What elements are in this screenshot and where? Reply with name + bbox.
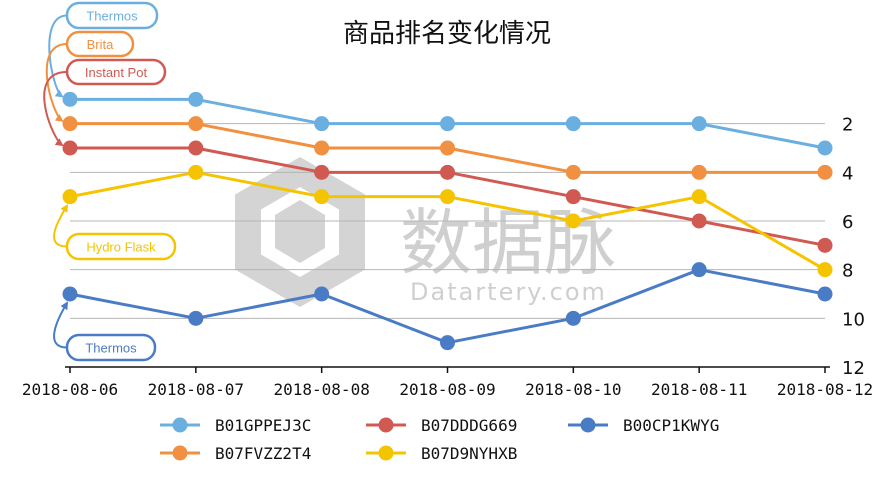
y-tick-label: 4: [842, 163, 853, 184]
annotation-arrow: [48, 14, 68, 98]
data-point: [565, 213, 581, 229]
data-point: [62, 189, 78, 205]
series-B07D9NYHXB: [62, 164, 833, 278]
watermark-logo-icon: [235, 156, 365, 308]
annotation-arrow: [45, 43, 68, 122]
data-point: [188, 140, 204, 156]
data-point: [817, 237, 833, 253]
data-point: [314, 164, 330, 180]
legend-label: B00CP1KWYG: [623, 416, 719, 435]
annotation-label: Instant Pot: [85, 65, 148, 80]
y-tick-label: 6: [842, 212, 853, 233]
data-point: [817, 262, 833, 278]
data-point: [565, 116, 581, 132]
data-point: [62, 140, 78, 156]
y-tick-label: 10: [842, 309, 865, 330]
x-tick-label: 2018-08-09: [399, 380, 495, 399]
data-point: [188, 91, 204, 107]
data-point: [440, 116, 455, 132]
x-tick-label: 2018-08-06: [22, 380, 118, 399]
data-point: [817, 164, 833, 180]
series-B01GPPEJ3C: [62, 91, 833, 156]
data-point: [440, 140, 455, 156]
legend-marker: [172, 417, 188, 433]
legend-item: B07D9NYHXB: [366, 444, 517, 463]
legend-marker: [378, 445, 394, 461]
data-point: [817, 140, 833, 156]
legend-item: B00CP1KWYG: [568, 416, 719, 435]
annotation-thermos: Thermos: [53, 301, 157, 362]
data-point: [817, 286, 833, 302]
data-point: [691, 116, 707, 132]
annotation-arrow: [53, 203, 69, 248]
data-point: [691, 262, 707, 278]
data-point: [565, 189, 581, 205]
data-point: [440, 189, 455, 205]
y-tick-label: 8: [842, 261, 853, 282]
series-B07FVZZ2T4: [62, 116, 833, 180]
x-axis: 2018-08-06 2018-08-07 2018-08-08 2018-08-09…: [22, 366, 873, 399]
legend-label: B01GPPEJ3C: [215, 416, 311, 435]
legend-item: B01GPPEJ3C: [160, 416, 311, 435]
annotation-instant-pot: Instant Pot: [43, 58, 167, 147]
annotation-arrow: [53, 301, 69, 349]
x-tick-label: 2018-08-08: [274, 380, 370, 399]
annotation-thermos: Thermos: [48, 1, 159, 98]
data-point: [440, 164, 455, 180]
data-point: [62, 116, 78, 132]
watermark-logo-core-icon: [275, 200, 325, 263]
x-tick-label: 2018-08-11: [651, 380, 747, 399]
annotation-hydro-flask: Hydro Flask: [53, 203, 177, 261]
annotation-label: Thermos: [85, 341, 137, 356]
data-point: [188, 116, 204, 132]
annotation-arrow: [43, 71, 68, 147]
data-point: [314, 116, 330, 132]
annotation-label: Hydro Flask: [86, 240, 156, 255]
x-tick-label: 2018-08-12: [777, 380, 873, 399]
chart-title: 商品排名变化情况: [343, 19, 551, 49]
legend-marker: [378, 417, 394, 433]
series-B07DDDG669: [62, 140, 833, 253]
data-point: [691, 213, 707, 229]
y-axis: 2 4 6 8 10 12: [842, 115, 865, 379]
annotation-label: Thermos: [86, 9, 138, 24]
annotations: Thermos Brita Instant Pot Hydro Flask Thermo…: [43, 1, 177, 362]
data-point: [565, 310, 581, 326]
watermark-domain: Datartery.com: [410, 278, 607, 306]
data-point: [565, 164, 581, 180]
x-tick-label: 2018-08-07: [148, 380, 244, 399]
data-point: [440, 335, 455, 351]
annotation-brita: Brita: [45, 30, 135, 122]
data-point: [691, 189, 707, 205]
data-point: [314, 286, 330, 302]
data-point: [314, 189, 330, 205]
legend-label: B07DDDG669: [421, 416, 517, 435]
y-tick-label: 12: [842, 358, 865, 379]
legend-label: B07D9NYHXB: [421, 444, 517, 463]
data-point: [62, 286, 78, 302]
legend-item: B07DDDG669: [366, 416, 517, 435]
x-tick-label: 2018-08-10: [525, 380, 621, 399]
data-point: [188, 310, 204, 326]
data-point: [62, 91, 78, 107]
watermark-brand: 数据脉: [400, 201, 616, 285]
data-point: [691, 164, 707, 180]
series-layer: [62, 91, 833, 351]
data-point: [188, 164, 204, 180]
series-B00CP1KWYG: [62, 262, 833, 351]
legend-marker: [580, 417, 596, 433]
annotation-label: Brita: [87, 37, 115, 52]
legend: B01GPPEJ3C B07FVZZ2T4 B07DDDG669 B07D9NYHXB…: [160, 416, 719, 463]
legend-marker: [172, 445, 188, 461]
data-point: [314, 140, 330, 156]
legend-label: B07FVZZ2T4: [215, 444, 311, 463]
legend-item: B07FVZZ2T4: [160, 444, 311, 463]
y-tick-label: 2: [842, 115, 853, 136]
